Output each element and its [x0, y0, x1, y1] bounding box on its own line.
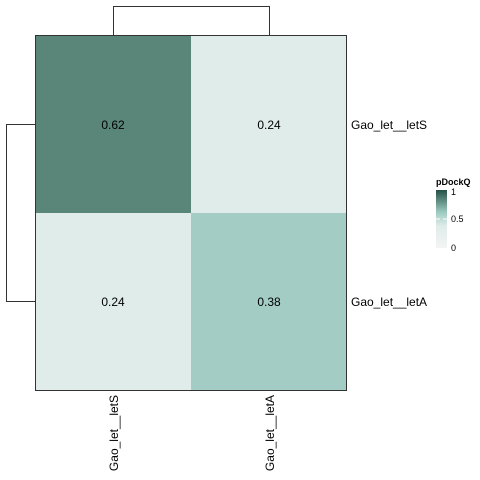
cell-value-label: 0.62: [101, 118, 125, 132]
column-dendrogram: [113, 6, 270, 35]
legend-color-bar: [436, 190, 447, 248]
cell-value-label: 0.24: [101, 295, 125, 309]
column-dendrogram-link: [113, 6, 270, 35]
color-legend: pDockQ 0 0.5 1: [436, 177, 471, 253]
cell-value-label: 0.38: [257, 295, 281, 309]
heatmap-cell: [191, 213, 347, 391]
legend-title: pDockQ: [436, 177, 471, 187]
legend-tick-label: 0: [451, 243, 456, 253]
legend-tick-label: 1: [451, 187, 456, 197]
heatmap-cells: [35, 35, 347, 391]
row-dendrogram: [6, 124, 35, 302]
column-label: Gao_let__letA: [263, 395, 277, 471]
heatmap-border: [35, 35, 347, 391]
legend-tick-label: 0.5: [451, 214, 464, 224]
cell-value-label: 0.24: [257, 118, 281, 132]
row-dendrogram-link: [6, 124, 35, 302]
heatmap-cell: [35, 35, 191, 213]
heatmap-cell: [35, 213, 191, 391]
column-label: Gao_let__letS: [107, 395, 121, 471]
row-label: Gao_let__letS: [351, 118, 427, 132]
row-label: Gao_let__letA: [351, 295, 427, 309]
heatmap-cell: [191, 35, 347, 213]
